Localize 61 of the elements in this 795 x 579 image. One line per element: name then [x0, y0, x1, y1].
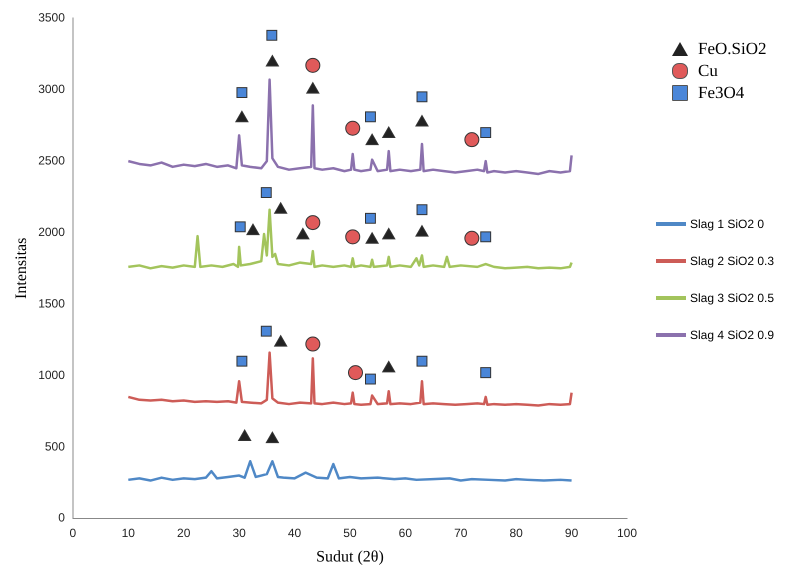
y-tick-label: 2000: [38, 224, 66, 239]
point: [415, 115, 429, 127]
legend-label: Cu: [698, 61, 718, 81]
y-tick-label: 3500: [38, 10, 66, 25]
x-axis-title: Sudut (2θ): [316, 548, 384, 566]
point: [416, 356, 428, 367]
x-tick-label: 0: [70, 526, 77, 540]
point: [365, 212, 376, 224]
point: [305, 58, 320, 73]
point: [260, 326, 272, 337]
point: [236, 356, 248, 367]
point: [266, 30, 278, 41]
x-tick-label: 30: [232, 526, 246, 540]
y-tick-label: 1000: [38, 368, 66, 382]
y-tick-label: 1500: [38, 296, 66, 310]
x-tick-label: 80: [510, 526, 524, 540]
point: [416, 204, 428, 216]
x-tick-label: 50: [343, 526, 357, 540]
x-tick-label: 40: [288, 526, 302, 540]
legend-label: Slag 1 SiO2 0: [690, 216, 764, 230]
point: [306, 82, 320, 94]
point: [382, 126, 396, 138]
point: [365, 374, 376, 385]
point: [464, 132, 480, 148]
y-tick-label: 0: [58, 510, 66, 525]
point: [366, 134, 379, 146]
point: [480, 127, 492, 138]
legend-label: Slag 3 SiO2 0.5: [690, 290, 774, 304]
point: [480, 367, 492, 378]
point: [366, 232, 379, 244]
point: [246, 224, 260, 236]
point: [305, 336, 320, 352]
point: [480, 231, 492, 242]
point: [348, 365, 363, 380]
legend-label: Slag 4 SiO2 0.9: [690, 328, 774, 342]
y-tick-label: 500: [44, 439, 66, 454]
x-tick-label: 60: [398, 526, 412, 540]
legend-label: Fe3O4: [698, 83, 744, 103]
point: [345, 229, 360, 244]
y-axis-title: Intensitas: [12, 238, 30, 299]
point: [266, 55, 279, 67]
y-tick-label: 2500: [38, 153, 66, 168]
x-tick-label: 90: [564, 526, 579, 540]
x-tick-label: 10: [122, 526, 136, 540]
point: [416, 91, 428, 102]
point: [305, 215, 320, 230]
x-tick-label: 70: [454, 526, 468, 540]
point: [415, 225, 429, 237]
point: [345, 120, 360, 136]
x-tick-label: 20: [177, 526, 191, 540]
point: [234, 221, 246, 232]
x-tick-label: 100: [616, 526, 638, 540]
point: [235, 110, 248, 122]
point: [260, 187, 272, 198]
point: [274, 202, 288, 214]
point: [365, 111, 376, 122]
point: [464, 230, 480, 246]
point: [236, 87, 248, 98]
legend-label: Slag 2 SiO2 0.3: [690, 254, 774, 268]
legend-label: FeO.SiO2: [698, 39, 766, 59]
y-tick-label: 3000: [38, 82, 66, 96]
